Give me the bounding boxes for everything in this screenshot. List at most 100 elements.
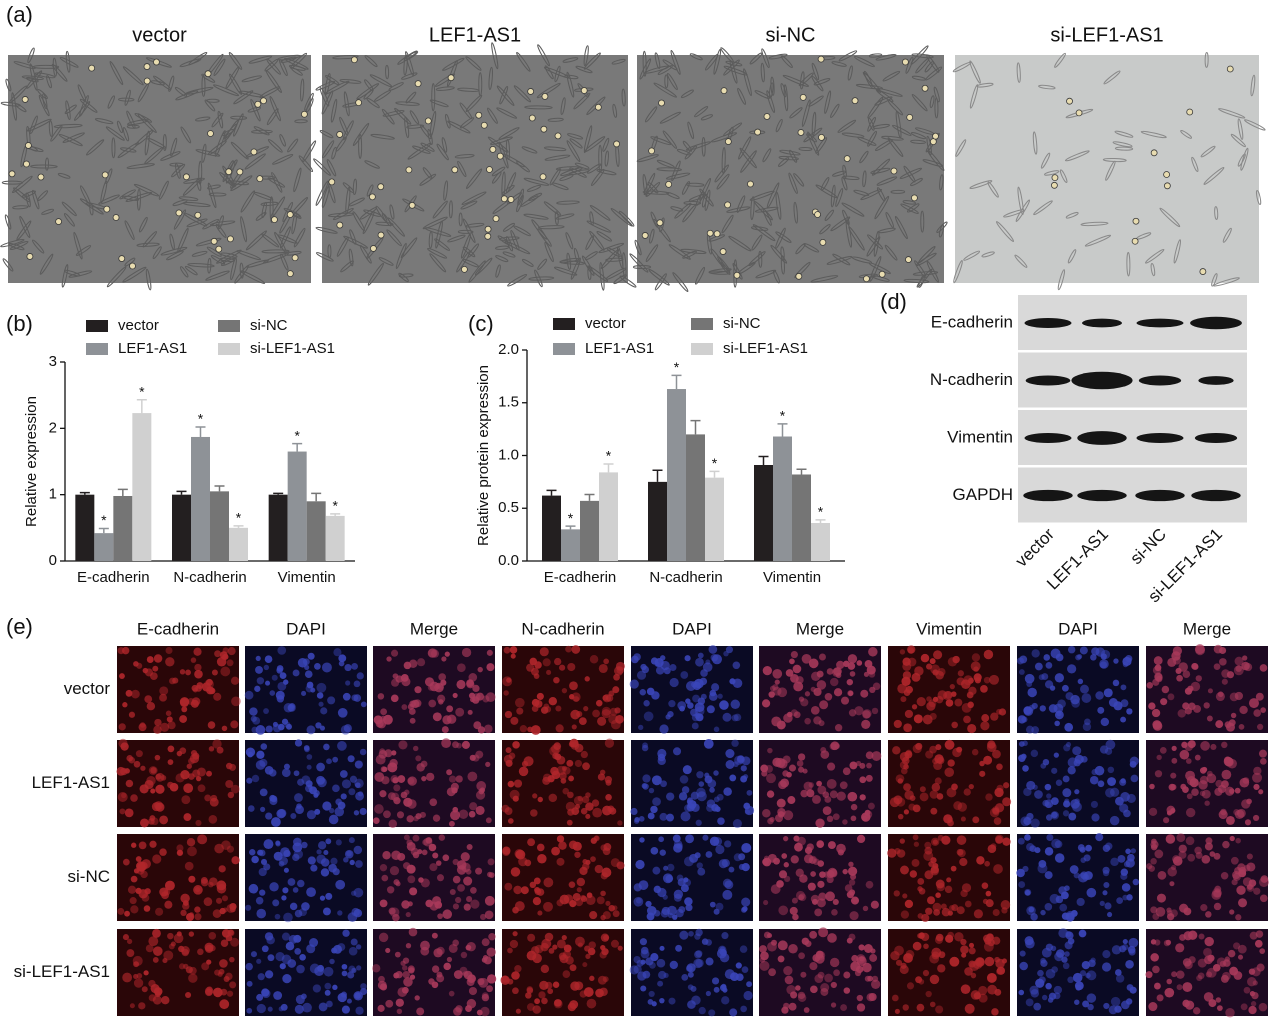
- cell: [922, 714, 933, 725]
- cell: [385, 64, 390, 80]
- legend-swatch: [553, 343, 575, 355]
- cell: [509, 646, 518, 654]
- cell: [1031, 702, 1038, 710]
- cell: [121, 792, 127, 799]
- cell: [650, 136, 672, 146]
- cell: [405, 911, 411, 918]
- cell: [1203, 166, 1225, 185]
- round-cell: [658, 99, 665, 107]
- cell: [1073, 759, 1081, 767]
- cell: [118, 723, 126, 731]
- cell: [42, 93, 48, 110]
- cell: [359, 807, 367, 816]
- cell: [1111, 945, 1122, 955]
- cell: [429, 863, 438, 872]
- cell: [1171, 745, 1177, 751]
- cell: [306, 98, 314, 113]
- cell: [139, 818, 149, 828]
- cell: [1054, 853, 1065, 863]
- cell: [1054, 673, 1065, 683]
- fluorescence-image: [631, 834, 753, 921]
- cell: [226, 659, 234, 667]
- round-cell: [486, 166, 493, 173]
- cell: [214, 650, 221, 658]
- cell: [512, 906, 519, 914]
- cell: [642, 970, 651, 979]
- cell: [1121, 883, 1131, 892]
- cell: [170, 137, 178, 157]
- cell: [1169, 881, 1175, 887]
- fluorescence-image: [1146, 644, 1268, 733]
- cell: [536, 692, 544, 701]
- cell: [914, 260, 927, 278]
- cell: [1153, 656, 1163, 665]
- cell: [1258, 749, 1267, 758]
- cell: [935, 933, 944, 942]
- y-tick-label: 2: [49, 419, 57, 436]
- cell: [1166, 810, 1173, 816]
- cell: [304, 92, 314, 111]
- cell: [947, 759, 955, 767]
- cell: [695, 266, 706, 285]
- cell: [659, 997, 665, 1004]
- error-bar: [796, 468, 807, 475]
- blot-band: [1136, 433, 1184, 443]
- cell: [1214, 787, 1223, 796]
- cell: [981, 714, 990, 722]
- cell: [543, 703, 550, 710]
- cell: [832, 253, 851, 266]
- cell: [163, 950, 174, 961]
- cell: [322, 801, 332, 811]
- cell: [946, 877, 952, 883]
- round-cell: [921, 84, 929, 92]
- cell: [705, 53, 719, 71]
- cell: [316, 692, 324, 699]
- cell: [442, 715, 452, 725]
- cell: [650, 805, 658, 814]
- legend-swatch: [218, 320, 240, 332]
- cell: [412, 145, 431, 154]
- cell: [131, 689, 140, 699]
- cell: [135, 129, 154, 146]
- cell: [552, 944, 558, 950]
- cell: [1103, 1002, 1110, 1010]
- cell: [1022, 740, 1028, 747]
- round-cell: [594, 103, 602, 111]
- cell: [150, 767, 157, 774]
- cell: [1217, 691, 1224, 698]
- cell: [1166, 907, 1172, 913]
- cell: [906, 982, 915, 990]
- cell: [1117, 854, 1126, 863]
- cell: [709, 901, 716, 908]
- cell: [167, 721, 176, 730]
- cell: [348, 837, 355, 844]
- cell: [1095, 833, 1104, 842]
- cell: [481, 992, 489, 999]
- cell: [980, 721, 990, 731]
- round-cell: [489, 145, 497, 153]
- bar: [705, 477, 724, 561]
- cell: [996, 708, 1002, 715]
- cell: [463, 876, 473, 886]
- cell: [501, 975, 509, 983]
- cell: [986, 742, 997, 753]
- cell: [818, 892, 827, 901]
- cell: [1248, 968, 1256, 975]
- bar: [229, 527, 248, 561]
- cell: [647, 999, 654, 1005]
- cell: [634, 239, 642, 256]
- cell: [475, 867, 483, 875]
- cell: [306, 764, 312, 770]
- cell: [899, 649, 906, 655]
- cell: [548, 948, 555, 954]
- cell: [320, 868, 330, 877]
- cell: [923, 943, 929, 950]
- cell: [842, 767, 851, 776]
- cell: [483, 724, 493, 734]
- cell: [1219, 960, 1227, 968]
- cell: [936, 882, 946, 892]
- cell: [1099, 900, 1105, 907]
- cell: [155, 907, 164, 916]
- cell: [63, 213, 75, 227]
- cell: [740, 765, 747, 772]
